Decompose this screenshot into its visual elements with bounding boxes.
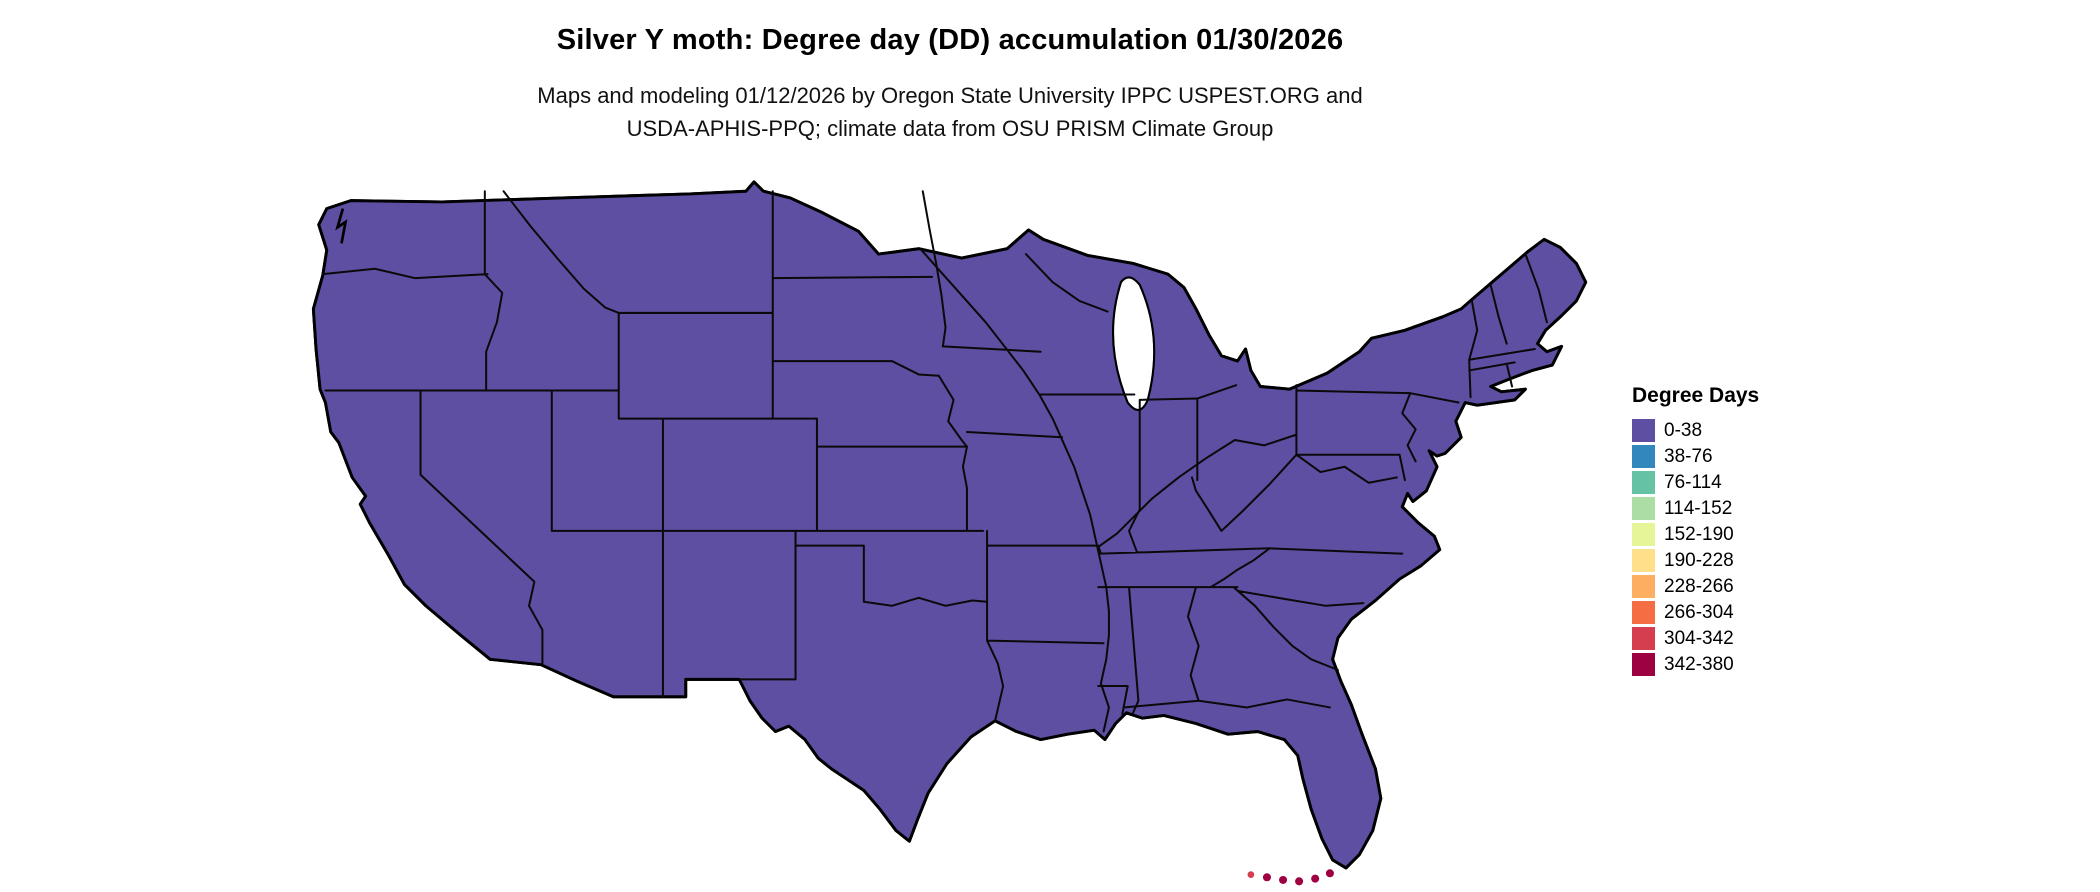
legend-label: 152-190 <box>1664 523 1734 545</box>
legend-label: 76-114 <box>1664 471 1722 493</box>
legend-label: 228-266 <box>1664 575 1734 597</box>
legend-swatch <box>1632 497 1655 520</box>
legend-row: 228-266 <box>1632 575 1759 598</box>
legend-swatch <box>1632 601 1655 624</box>
legend-label: 38-76 <box>1664 445 1713 467</box>
legend-row: 190-228 <box>1632 549 1759 572</box>
legend-label: 190-228 <box>1664 549 1734 571</box>
subtitle-line-2: USDA-APHIS-PPQ; climate data from OSU PR… <box>626 116 1274 141</box>
header: Silver Y moth: Degree day (DD) accumulat… <box>0 24 1900 145</box>
legend-label: 0-38 <box>1664 419 1703 441</box>
legend-label: 114-152 <box>1664 497 1733 519</box>
legend-swatch <box>1632 419 1655 442</box>
legend-row: 76-114 <box>1632 471 1759 494</box>
subtitle-line-1: Maps and modeling 01/12/2026 by Oregon S… <box>537 83 1363 108</box>
us-outline-stroke <box>311 180 1588 870</box>
legend-label: 266-304 <box>1664 601 1734 623</box>
legend-swatch <box>1632 627 1655 650</box>
legend-row: 304-342 <box>1632 627 1759 650</box>
legend-label: 342-380 <box>1664 653 1734 675</box>
puget-sound <box>335 208 348 244</box>
legend-row: 38-76 <box>1632 445 1759 468</box>
ca-valley-yellow-2 <box>439 635 450 644</box>
legend-swatch <box>1632 575 1655 598</box>
legend-swatch <box>1632 549 1655 572</box>
florida-keys <box>1247 869 1334 886</box>
degree-days-legend: Degree Days 0-38 38-76 76-114 114-152 15… <box>1632 384 1759 679</box>
state-borders <box>321 190 1548 733</box>
legend-row: 342-380 <box>1632 653 1759 676</box>
legend-row: 114-152 <box>1632 497 1759 520</box>
legend-swatch <box>1632 653 1655 676</box>
legend-swatch <box>1632 471 1655 494</box>
ca-valley-palegreen-2 <box>420 621 442 636</box>
page-title: Silver Y moth: Degree day (DD) accumulat… <box>556 24 1344 56</box>
legend-swatch <box>1632 445 1655 468</box>
map-subtitle: Maps and modeling 01/12/2026 by Oregon S… <box>0 79 1900 145</box>
legend-title: Degree Days <box>1632 384 1760 407</box>
legend-row: 0-38 <box>1632 419 1759 442</box>
legend-swatch <box>1632 523 1655 546</box>
legend-label: 304-342 <box>1664 627 1734 649</box>
ca-valley-yellow <box>409 608 421 617</box>
legend-row: 152-190 <box>1632 523 1759 546</box>
legend-row: 266-304 <box>1632 601 1759 624</box>
